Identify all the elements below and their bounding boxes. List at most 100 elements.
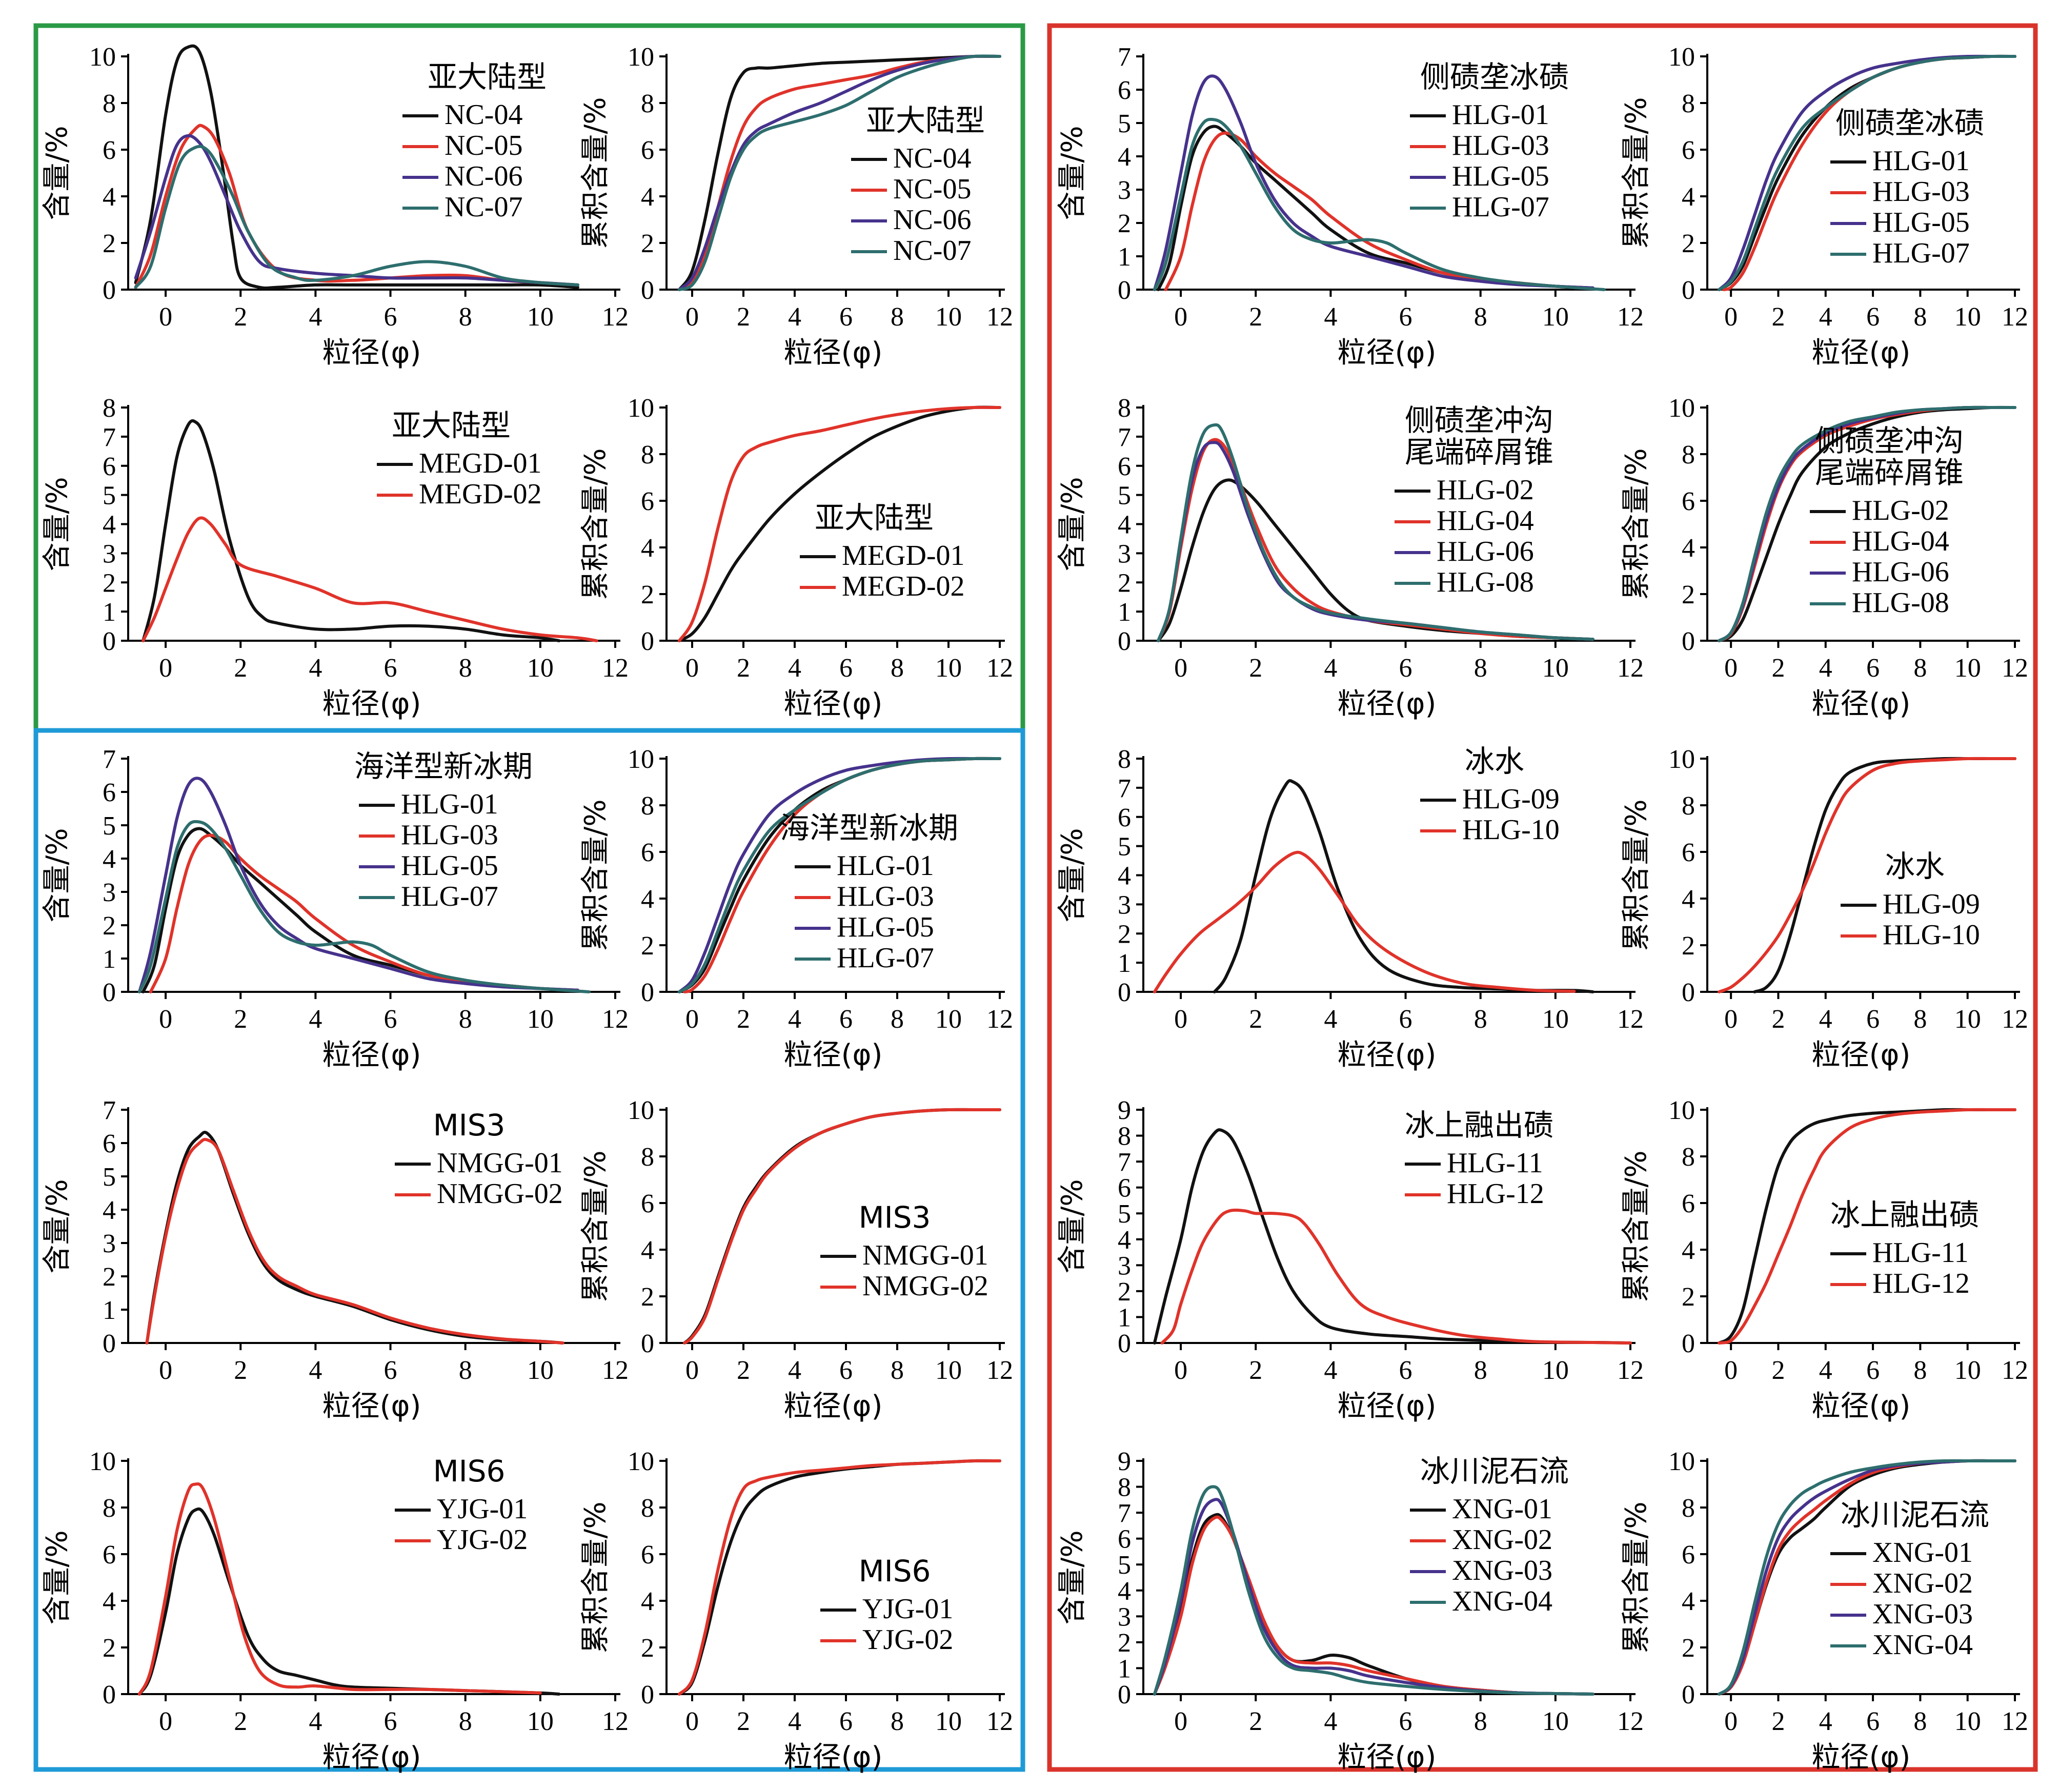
legend-entry: XNG-01 xyxy=(1452,1493,1552,1525)
series-line-HLG-05 xyxy=(1153,74,1594,291)
x-tick-label: 4 xyxy=(1819,1356,1832,1385)
series-line-NC-04 xyxy=(678,54,1001,291)
y-tick-label: 0 xyxy=(1118,627,1131,656)
y-tick-label: 1 xyxy=(1118,1654,1131,1683)
legend-entry: XNG-01 xyxy=(1872,1537,1973,1569)
series-line-MEGD-01 xyxy=(678,405,1001,642)
x-tick-label: 12 xyxy=(986,302,1013,332)
x-tick-label: 6 xyxy=(839,654,853,683)
y-tick-label: 8 xyxy=(1682,1143,1695,1172)
legend-entry: HLG-10 xyxy=(1462,814,1560,846)
y-tick-label: 9 xyxy=(1118,1096,1131,1125)
x-tick-label: 10 xyxy=(1954,302,1981,332)
y-tick-label: 5 xyxy=(1118,481,1131,511)
legend-entry: YJG-01 xyxy=(862,1593,953,1625)
x-tick-label: 4 xyxy=(1324,302,1337,332)
series-line-HLG-10 xyxy=(1718,757,2016,993)
y-axis-label: 含量/% xyxy=(41,126,74,220)
y-tick-label: 0 xyxy=(641,1680,654,1709)
y-tick-label: 8 xyxy=(103,89,116,118)
y-tick-label: 2 xyxy=(641,931,654,961)
series-line-HLG-03 xyxy=(149,833,579,993)
series-line-HLG-07 xyxy=(137,820,591,993)
y-tick-label: 4 xyxy=(103,1196,116,1225)
y-tick-label: 2 xyxy=(103,911,116,941)
legend-entry: XNG-04 xyxy=(1872,1629,1973,1661)
legend-entry: HLG-08 xyxy=(1852,587,1949,619)
x-tick-label: 2 xyxy=(1249,654,1262,683)
legend-entry: MEGD-02 xyxy=(842,571,965,602)
x-tick-label: 4 xyxy=(788,302,801,332)
x-tick-label: 10 xyxy=(527,1707,554,1736)
y-tick-label: 4 xyxy=(1118,862,1131,891)
x-tick-label: 10 xyxy=(527,1005,554,1034)
x-tick-label: 12 xyxy=(986,1707,1013,1736)
y-tick-label: 10 xyxy=(628,1096,654,1125)
x-tick-label: 6 xyxy=(384,654,397,683)
x-tick-label: 8 xyxy=(1474,1707,1487,1736)
series-line-HLG-07 xyxy=(1153,117,1606,291)
chart-panel-p15: 0 2 4 6 8 10 12012345678粒径(φ)含量/%冰水HLG-09HLG-1… xyxy=(1056,744,1644,1072)
y-axis-label: 含量/% xyxy=(41,828,74,922)
x-tick-label: 2 xyxy=(737,654,750,683)
legend-title: 冰水 xyxy=(1465,744,1524,779)
y-tick-label: 7 xyxy=(1118,774,1131,803)
y-tick-label: 4 xyxy=(1118,511,1131,540)
chart-panel-p17: 0 2 4 6 8 10 120123456789粒径(φ)含量/%冰上融出碛HLG-11H… xyxy=(1056,1096,1644,1423)
x-tick-label: 2 xyxy=(1771,1707,1785,1736)
x-tick-label: 12 xyxy=(602,1356,629,1385)
y-tick-label: 6 xyxy=(103,1540,116,1570)
legend-title: 尾端碎屑锥 xyxy=(1815,455,1964,490)
series-line-HLG-05 xyxy=(1718,54,2016,291)
chart-panel-p3: 0 2 4 6 8 10 12012345678粒径(φ)含量/%亚大陆型MEGD-01ME… xyxy=(41,394,629,721)
legend-entry: HLG-10 xyxy=(1883,919,1980,951)
chart-panel-p5: 0 2 4 6 8 10 1201234567粒径(φ)含量/%海洋型新冰期HLG-01HL… xyxy=(41,745,629,1072)
legend-entry: HLG-03 xyxy=(837,881,934,912)
y-tick-label: 10 xyxy=(89,43,116,72)
legend-entry: YJG-01 xyxy=(437,1493,528,1525)
x-axis-label: 粒径(φ) xyxy=(784,336,883,370)
y-tick-label: 6 xyxy=(641,1540,654,1570)
x-tick-label: 12 xyxy=(986,1356,1013,1385)
y-tick-label: 3 xyxy=(103,878,116,907)
x-tick-label: 12 xyxy=(602,302,629,332)
x-tick-label: 0 xyxy=(1174,1707,1187,1736)
y-tick-label: 5 xyxy=(1118,832,1131,862)
x-tick-label: 8 xyxy=(891,1005,904,1034)
y-axis-label: 含量/% xyxy=(41,1530,74,1624)
chart-panel-p19: 0 2 4 6 8 10 120123456789粒径(φ)含量/%冰川泥石流XNG-01X… xyxy=(1056,1447,1644,1774)
y-tick-label: 2 xyxy=(1682,229,1695,258)
y-tick-label: 6 xyxy=(1682,1540,1695,1570)
y-axis-label: 累积含量/% xyxy=(1620,1150,1653,1302)
y-axis-label: 累积含量/% xyxy=(579,448,612,600)
legend-entry: MEGD-01 xyxy=(419,447,542,479)
legend-entry: MEGD-01 xyxy=(842,540,965,572)
x-tick-label: 8 xyxy=(1474,302,1487,332)
legend-entry: HLG-11 xyxy=(1872,1237,1969,1269)
x-tick-label: 6 xyxy=(1866,654,1880,683)
y-tick-label: 4 xyxy=(1682,1587,1695,1616)
y-tick-label: 10 xyxy=(1668,1096,1695,1125)
y-axis-label: 含量/% xyxy=(1056,477,1089,571)
y-tick-label: 7 xyxy=(1118,1148,1131,1177)
x-tick-label: 4 xyxy=(309,1005,322,1034)
x-tick-label: 8 xyxy=(459,302,472,332)
x-tick-label: 2 xyxy=(234,302,247,332)
y-tick-label: 3 xyxy=(1118,176,1131,205)
y-tick-label: 8 xyxy=(1118,745,1131,774)
y-tick-label: 6 xyxy=(1118,1525,1131,1554)
x-axis-label: 粒径(φ) xyxy=(1338,1390,1437,1423)
legend-title: 侧碛垄冰碛 xyxy=(1420,59,1569,94)
legend-entry: HLG-09 xyxy=(1462,783,1560,815)
y-tick-label: 4 xyxy=(1682,534,1695,563)
series-line-NMGG-01 xyxy=(145,1130,564,1345)
legend-entry: HLG-06 xyxy=(1437,536,1534,567)
y-tick-label: 0 xyxy=(1118,978,1131,1007)
x-tick-label: 12 xyxy=(602,654,629,683)
y-tick-label: 10 xyxy=(1668,43,1695,72)
y-tick-label: 3 xyxy=(1118,539,1131,568)
legend-title: 尾端碎屑锥 xyxy=(1405,435,1553,470)
x-tick-label: 0 xyxy=(159,302,172,332)
chart-panel-p7: 0 2 4 6 8 10 1201234567粒径(φ)含量/%MIS3NMGG-01NMG… xyxy=(41,1096,629,1423)
